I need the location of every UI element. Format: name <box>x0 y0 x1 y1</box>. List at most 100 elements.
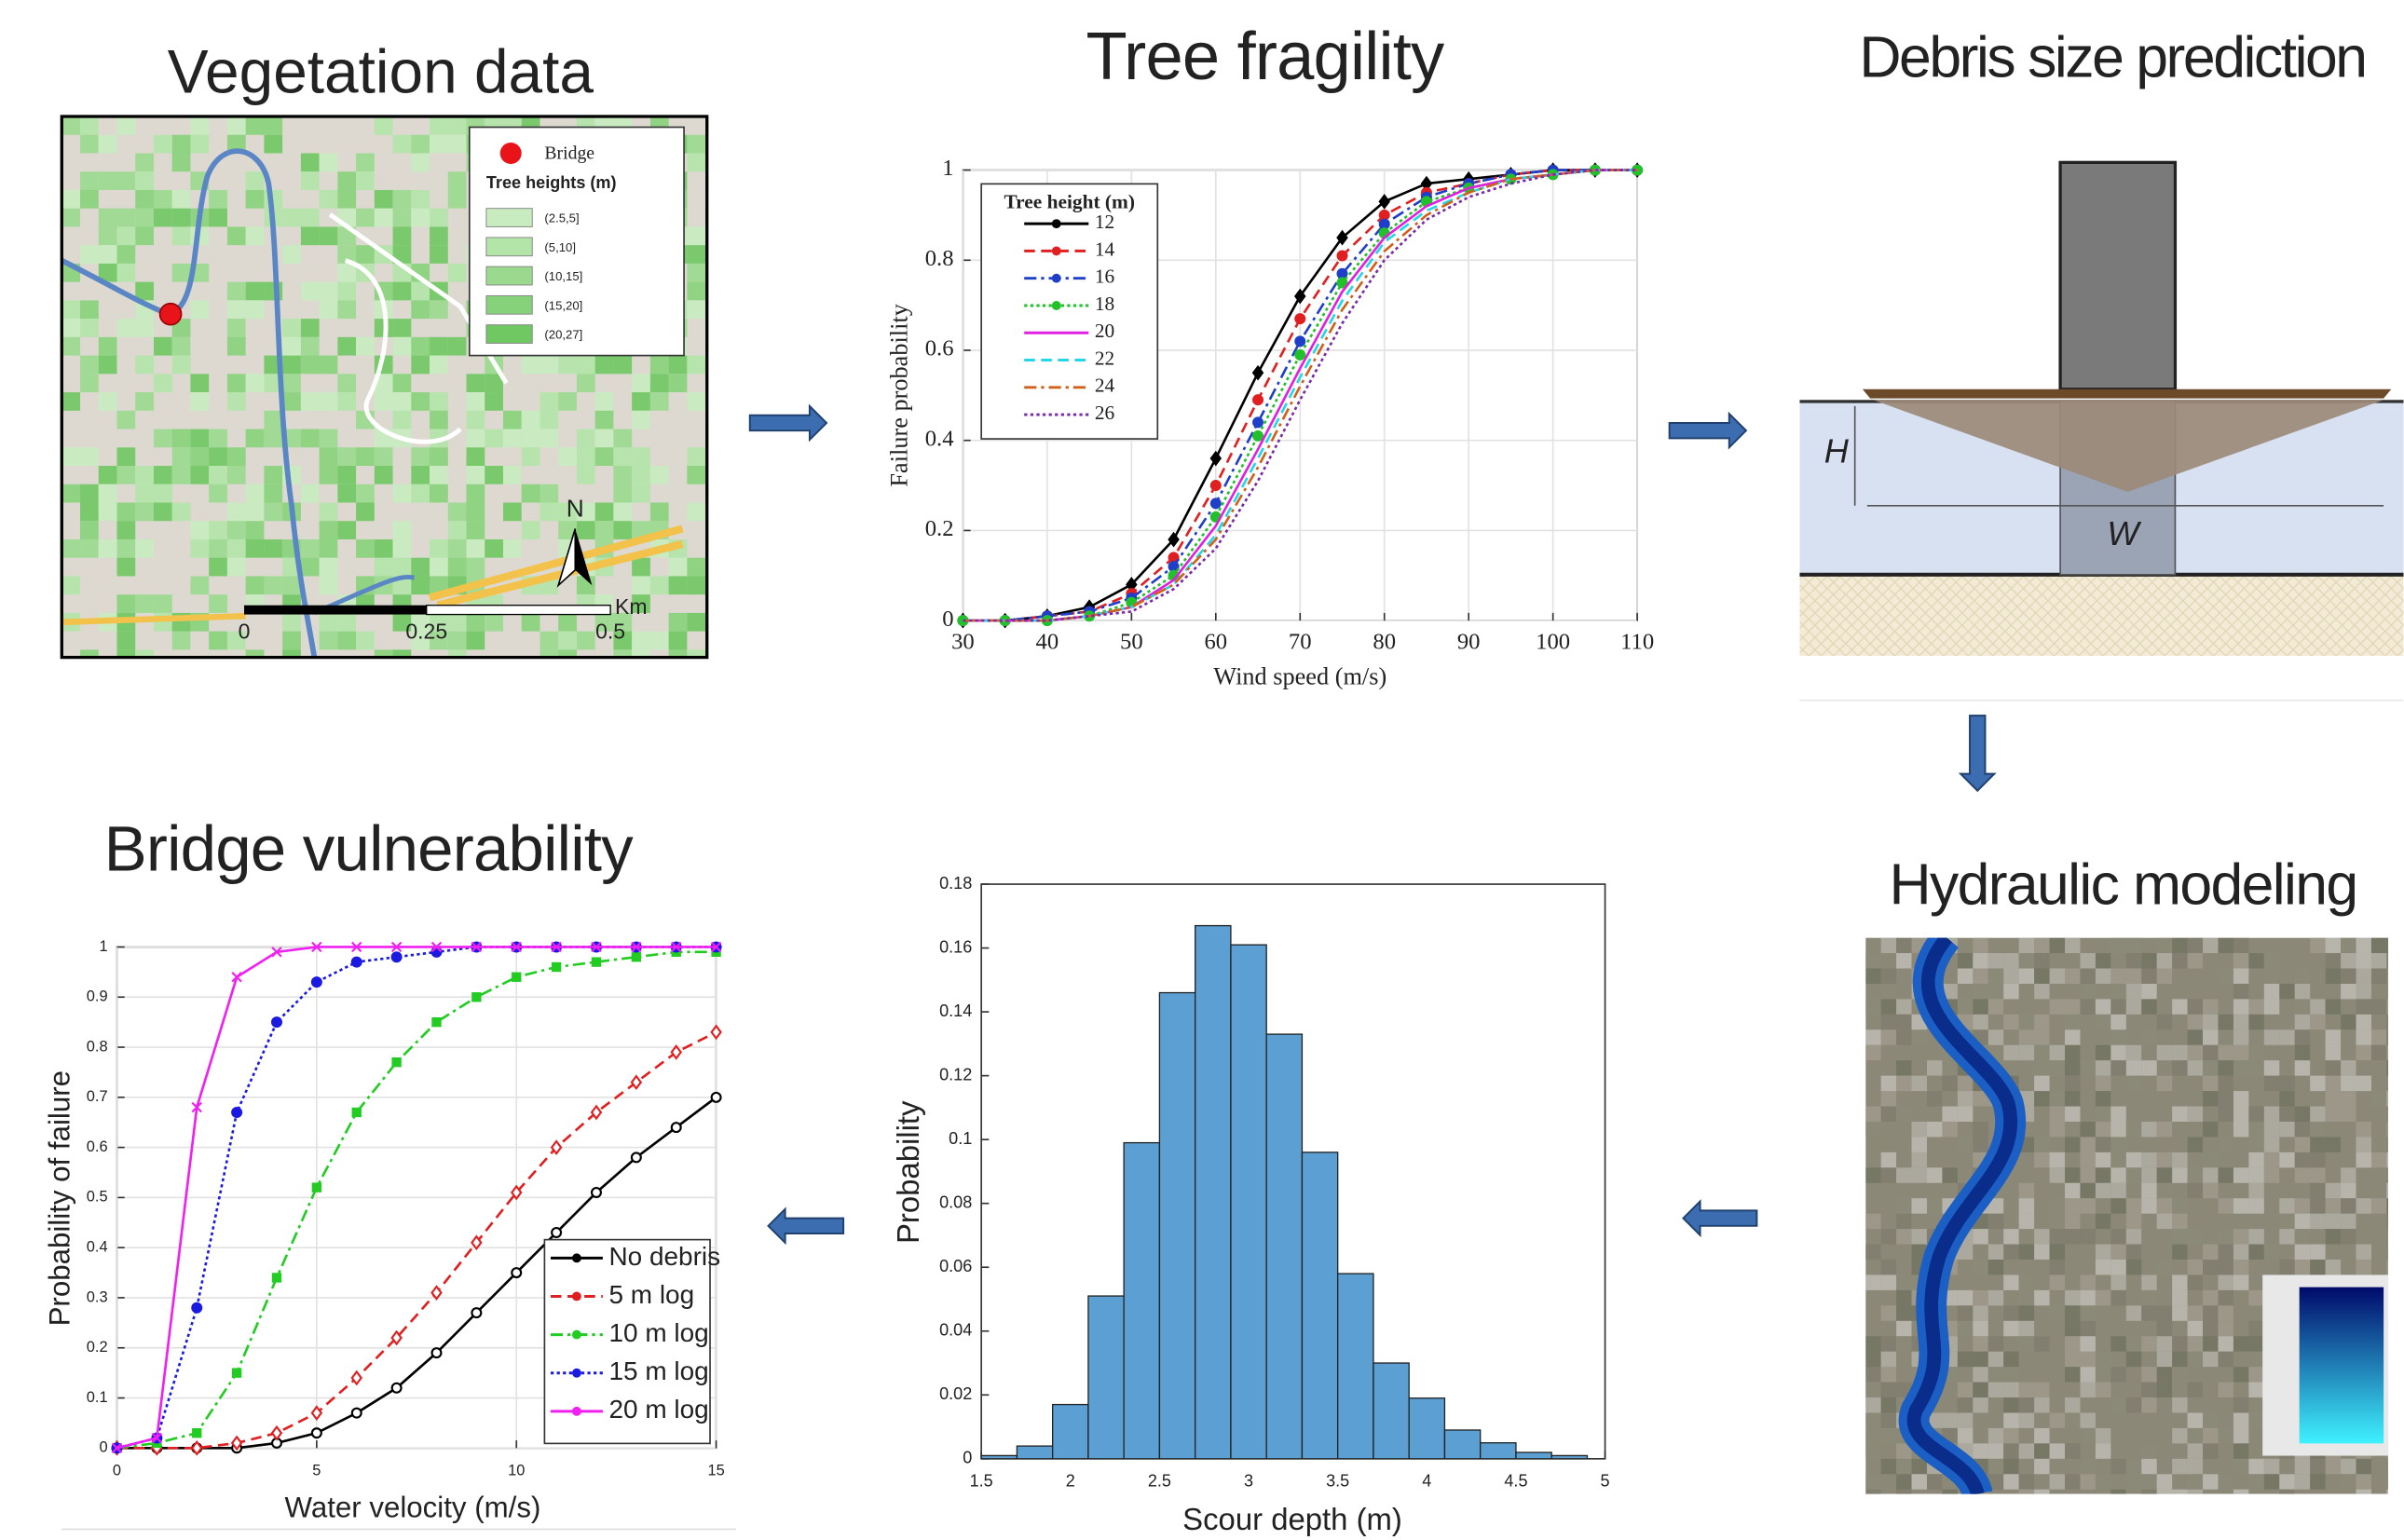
vegetation-cell <box>209 539 227 558</box>
satellite-texture <box>2326 968 2341 983</box>
y-tick-label: 0.2 <box>87 1339 108 1356</box>
vegetation-cell <box>116 411 135 429</box>
satellite-texture <box>2218 1274 2233 1289</box>
vegetation-cell <box>61 576 80 594</box>
satellite-texture <box>2356 1260 2371 1274</box>
satellite-texture <box>2203 1412 2218 1427</box>
vegetation-cell <box>687 226 705 245</box>
vegetation-cell <box>632 447 650 466</box>
vegetation-cell <box>467 466 485 484</box>
vegetation-cell <box>301 337 320 356</box>
vegetation-cell <box>99 171 117 190</box>
satellite-texture <box>2188 1029 2203 1044</box>
satellite-texture <box>2065 999 2080 1014</box>
satellite-texture <box>2034 1152 2049 1167</box>
satellite-texture <box>2218 1290 2233 1305</box>
satellite-texture <box>2065 1412 2080 1427</box>
satellite-texture <box>1973 1321 1987 1336</box>
x-tick-label: 90 <box>1457 629 1481 654</box>
satellite-texture <box>1881 968 1896 983</box>
satellite-texture <box>2141 1122 2156 1137</box>
legend-marker <box>1052 219 1061 228</box>
satellite-texture <box>2141 953 2156 968</box>
satellite-texture <box>2371 1198 2386 1213</box>
satellite-texture <box>2341 1015 2356 1029</box>
satellite-texture <box>1865 953 1880 968</box>
satellite-texture <box>1912 1029 1927 1044</box>
vegetation-cell <box>669 632 688 650</box>
satellite-texture <box>2188 1443 2203 1458</box>
vegetation-cell <box>320 282 338 301</box>
satellite-texture <box>2233 953 2248 968</box>
data-point <box>552 1228 561 1237</box>
satellite-texture <box>2080 1383 2095 1397</box>
satellite-texture <box>2371 968 2386 983</box>
chart: 00.10.20.30.40.50.60.70.80.91051015Bridg… <box>44 811 725 1523</box>
satellite-texture <box>2188 1490 2203 1505</box>
satellite-texture <box>1973 1443 1987 1458</box>
satellite-texture <box>2110 1029 2125 1044</box>
vegetation-cell <box>116 521 135 539</box>
data-point <box>512 974 520 981</box>
satellite-texture <box>2003 1229 2018 1244</box>
satellite-texture <box>1881 1029 1896 1044</box>
satellite-texture <box>2019 1412 2034 1427</box>
satellite-texture <box>1988 1290 2003 1305</box>
satellite-texture <box>1881 1459 1896 1474</box>
vegetation-cell <box>246 226 265 245</box>
satellite-texture <box>2172 1045 2187 1060</box>
vegetation-cell <box>337 190 356 209</box>
satellite-texture <box>2019 1321 2034 1336</box>
satellite-texture <box>2188 1428 2203 1443</box>
legend-label: 20 <box>1095 320 1114 342</box>
satellite-texture <box>1881 1428 1896 1443</box>
vegetation-cell <box>485 466 503 484</box>
satellite-texture <box>2203 1352 2218 1367</box>
vegetation-cell <box>613 521 632 539</box>
x-axis-label: Wind speed (m/s) <box>1213 663 1386 690</box>
satellite-texture <box>2034 938 2049 953</box>
satellite-texture <box>1988 1214 2003 1229</box>
satellite-texture <box>2050 1260 2065 1274</box>
satellite-texture <box>1896 1029 1911 1044</box>
satellite-texture <box>2172 999 2187 1014</box>
vegetation-cell <box>632 466 650 484</box>
vegetation-cell <box>632 392 650 411</box>
satellite-texture <box>1958 1091 1973 1106</box>
vegetation-cell <box>154 484 172 503</box>
satellite-texture <box>2326 953 2341 968</box>
histogram-bar <box>1088 1296 1124 1459</box>
y-tick-label: 1 <box>99 938 107 955</box>
vegetation-cell <box>577 447 595 466</box>
data-point <box>1211 498 1221 508</box>
vegetation-cell <box>190 539 209 558</box>
satellite-texture <box>2295 1167 2310 1182</box>
satellite-texture <box>1896 1490 1911 1505</box>
satellite-texture <box>2203 1474 2218 1489</box>
satellite-texture <box>1973 1260 1987 1274</box>
satellite-texture <box>1881 1015 1896 1029</box>
satellite-texture <box>2248 1198 2263 1213</box>
satellite-texture <box>2126 1229 2141 1244</box>
vegetation-cell <box>430 539 448 558</box>
vegetation-cell <box>430 558 448 577</box>
vegetation-cell <box>687 135 705 154</box>
satellite-texture <box>2218 1167 2233 1182</box>
vegetation-cell <box>282 209 301 227</box>
satellite-texture <box>2096 1045 2110 1060</box>
satellite-texture <box>2126 953 2141 968</box>
vegetation-cell <box>320 632 338 650</box>
vegetation-cell <box>650 392 669 411</box>
vegetation-cell <box>227 392 246 411</box>
satellite-texture <box>2386 999 2401 1014</box>
y-tick-label: 0.6 <box>87 1138 108 1155</box>
satellite-texture <box>2019 1198 2034 1213</box>
satellite-texture <box>2218 1260 2233 1274</box>
data-point <box>1380 211 1389 220</box>
satellite-texture <box>2172 1167 2187 1182</box>
satellite-texture <box>2310 1183 2325 1198</box>
satellite-texture <box>1988 1459 2003 1474</box>
satellite-texture <box>2279 1107 2294 1122</box>
satellite-texture <box>1958 968 1973 983</box>
satellite-texture <box>2326 1229 2341 1244</box>
